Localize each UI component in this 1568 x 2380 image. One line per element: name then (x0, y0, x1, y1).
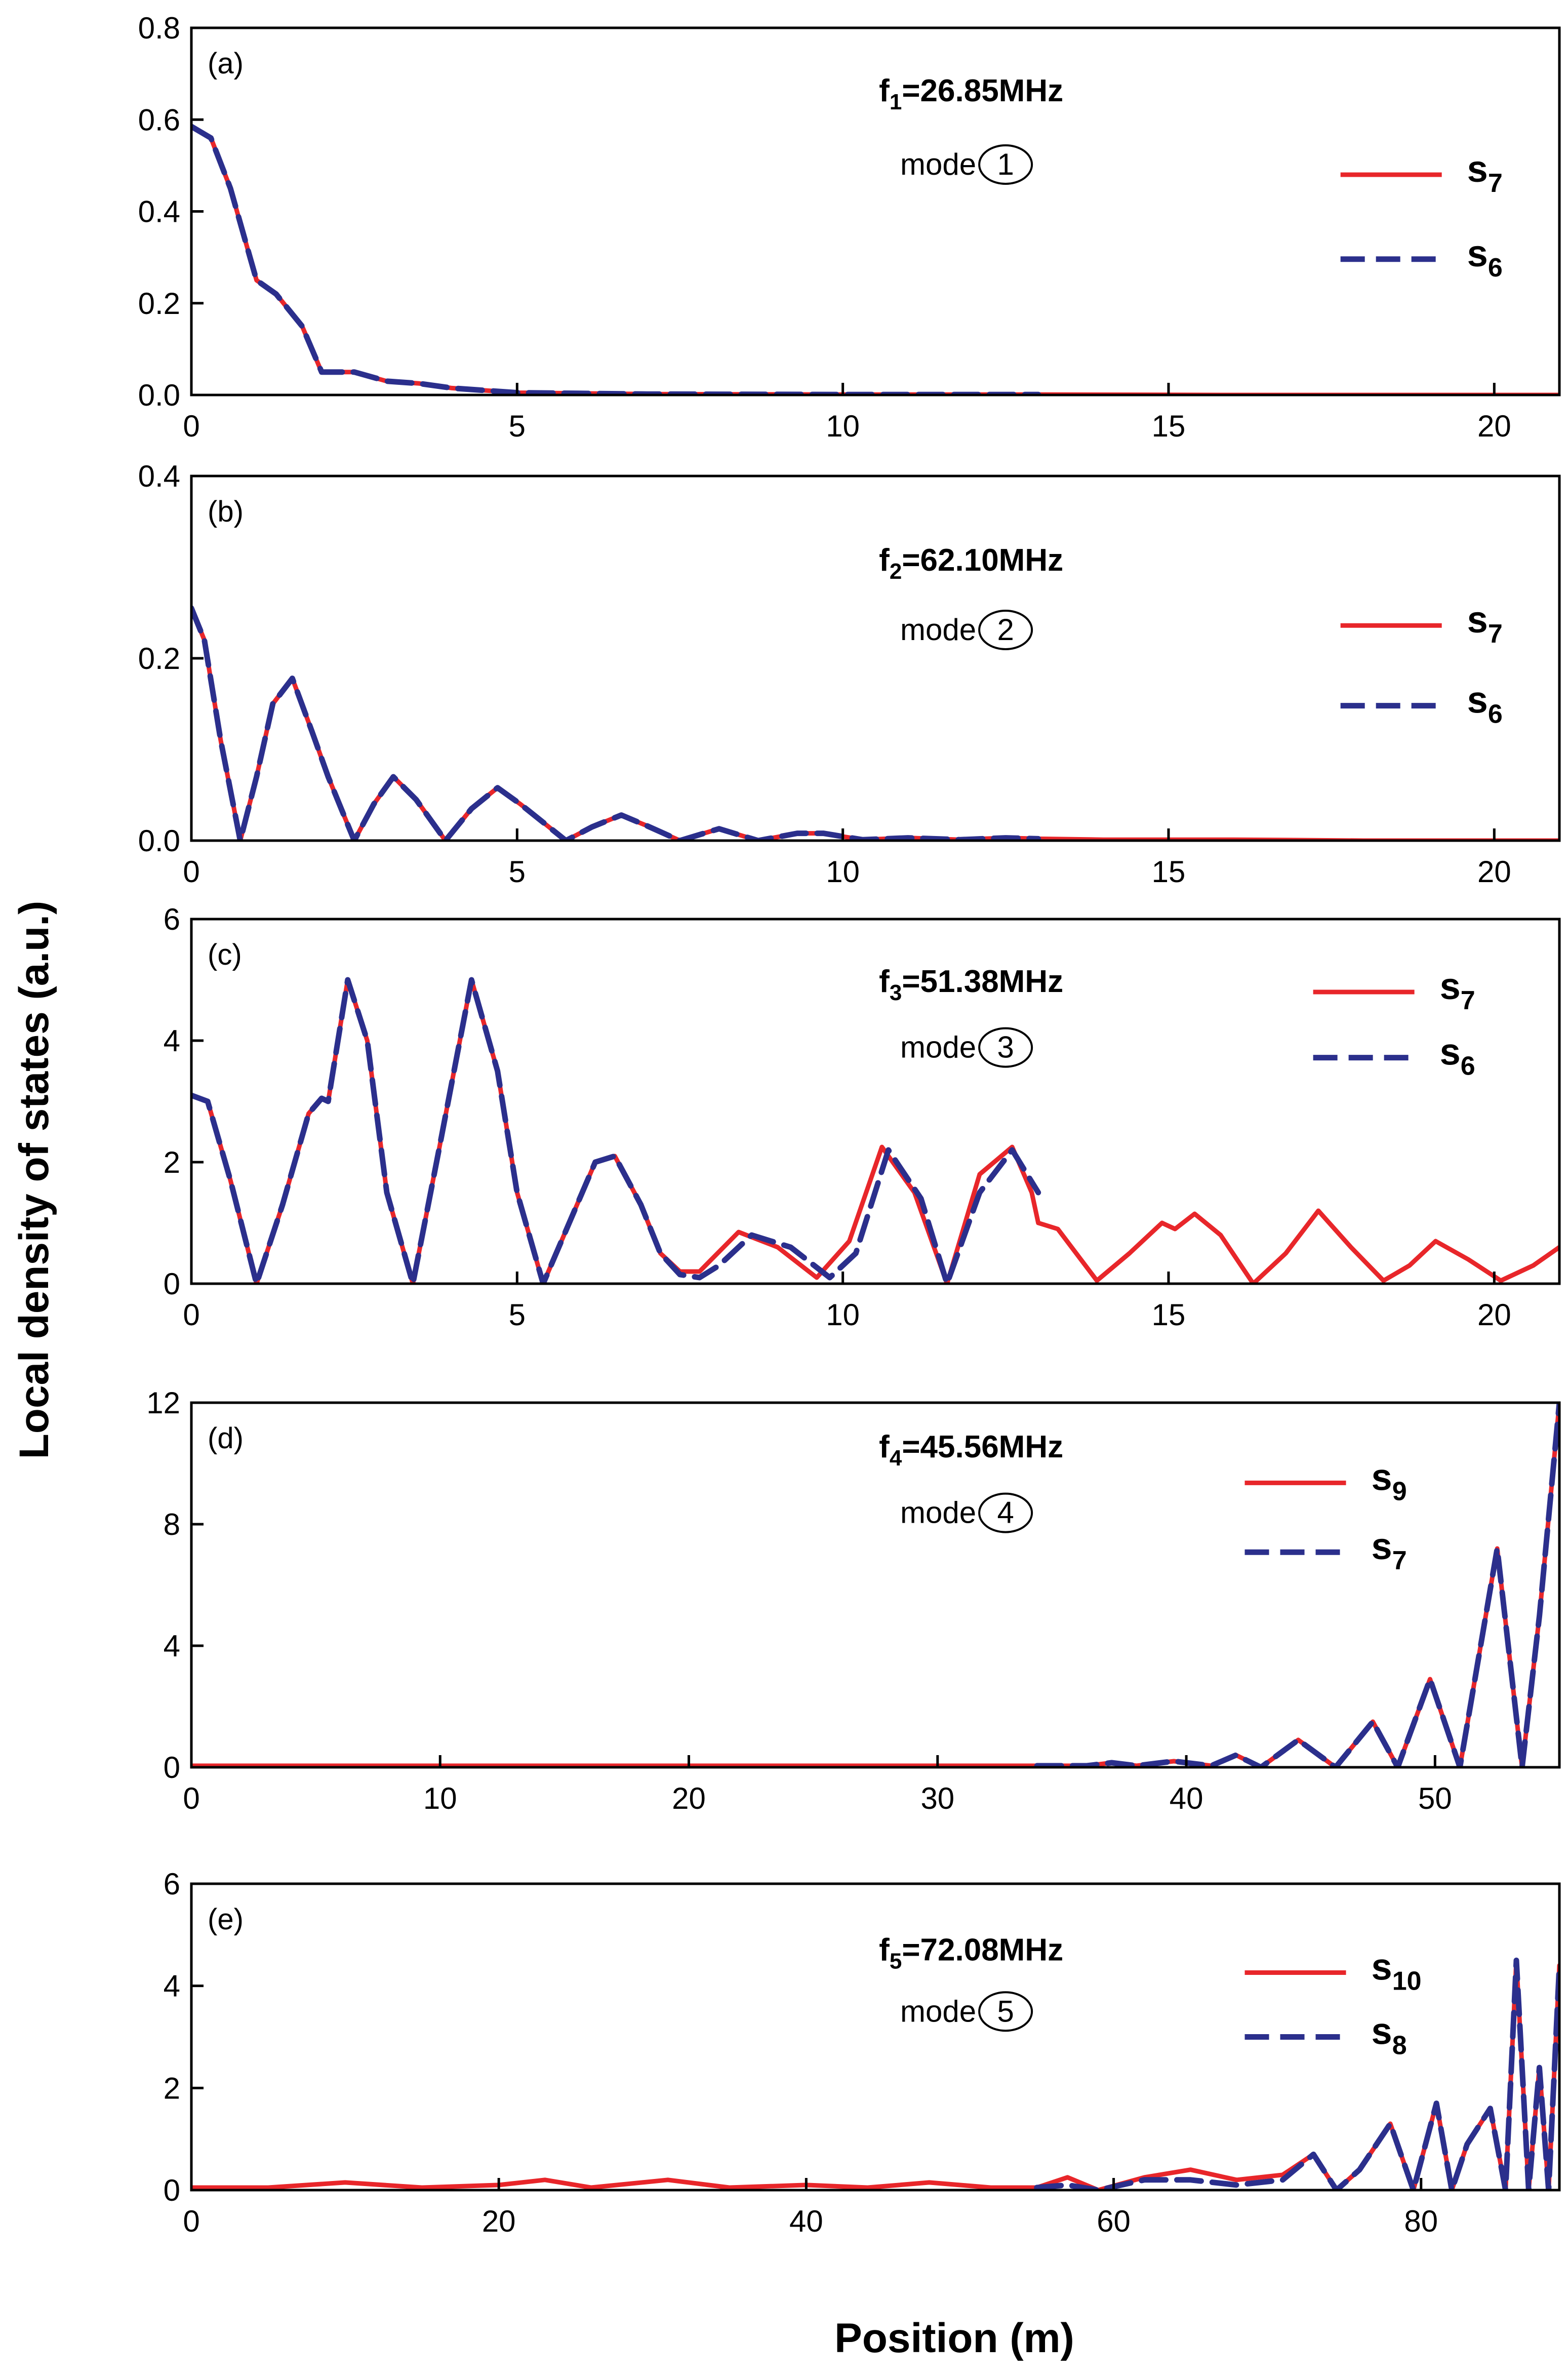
y-tick-label: 0.4 (138, 459, 180, 493)
y-tick-label: 0.2 (138, 642, 180, 676)
mode-circle (978, 610, 1033, 650)
legend-label-s7: s7 (1467, 148, 1503, 198)
x-tick-label: 0 (183, 1298, 199, 1332)
x-tick-label: 20 (672, 1781, 706, 1815)
panel-label: (d) (208, 1422, 244, 1455)
series-line-s6 (191, 124, 1041, 395)
mode-number: 5 (997, 1994, 1014, 2028)
legend-label-s7: s7 (1372, 1525, 1407, 1575)
y-tick-label: 0.6 (138, 103, 180, 137)
x-tick-label: 10 (826, 409, 860, 443)
y-tick-label: 0.8 (138, 11, 180, 45)
x-tick-label: 15 (1152, 1298, 1186, 1332)
x-tick-label: 40 (789, 2204, 823, 2238)
mode-circle (978, 1492, 1033, 1533)
y-tick-label: 2 (164, 1145, 180, 1179)
x-tick-label: 0 (183, 855, 199, 889)
x-tick-label: 0 (183, 409, 199, 443)
plot-frame (190, 918, 1561, 1285)
mode-number: 4 (997, 1496, 1014, 1530)
panel-label: (b) (208, 495, 244, 528)
x-tick-label: 10 (423, 1781, 457, 1815)
frequency-label: f4=45.56MHz (879, 1430, 1063, 1471)
mode-circle (978, 1991, 1033, 2032)
mode-number: 1 (997, 147, 1014, 181)
y-tick-label: 6 (164, 1867, 180, 1901)
y-tick-label: 0 (164, 2173, 180, 2207)
frequency-label: f1=26.85MHz (879, 73, 1063, 114)
panel-e: 0 20 40 60 80 0 2 4 6 (e) f5=72.08MHz mode 5 s10 s8 (164, 1867, 1561, 2238)
mode-label: mode (900, 1496, 976, 1530)
panel-label: (a) (208, 47, 244, 80)
panel-c: 0 5 10 15 20 0 2 4 6 (c) f3=51.38MHz mode 3 s7 s6 (164, 902, 1561, 1332)
series-line-s8 (1034, 1957, 1559, 2190)
y-tick-label: 0.2 (138, 287, 180, 321)
y-tick-label: 0 (164, 1267, 180, 1301)
y-tick-label: 12 (146, 1386, 180, 1420)
x-tick-label: 15 (1152, 855, 1186, 889)
y-tick-label: 0 (164, 1751, 180, 1784)
plot-frame (190, 1401, 1561, 1769)
series-line-s6 (191, 605, 1041, 841)
panel-label: (e) (208, 1903, 244, 1936)
y-tick-label: 4 (164, 1024, 180, 1058)
mode-circle (978, 144, 1033, 185)
x-tick-label: 0 (183, 1781, 199, 1815)
x-tick-label: 0 (183, 2204, 199, 2238)
x-tick-label: 50 (1418, 1781, 1452, 1815)
mode-number: 2 (997, 613, 1014, 647)
y-tick-label: 0.0 (138, 378, 180, 412)
mode-circle (978, 1027, 1033, 1068)
legend-label-s8: s8 (1372, 2010, 1407, 2060)
x-tick-label: 5 (509, 855, 526, 889)
x-axis-title: Position (m) (834, 2315, 1074, 2361)
y-tick-label: 2 (164, 2071, 180, 2105)
series-line-s6 (191, 977, 1041, 1284)
x-tick-label: 20 (1477, 1298, 1511, 1332)
mode-number: 3 (997, 1030, 1014, 1064)
frequency-label: f3=51.38MHz (879, 964, 1063, 1005)
y-tick-label: 4 (164, 1629, 180, 1663)
legend-label-s6: s6 (1467, 232, 1503, 283)
y-tick-label: 0.0 (138, 824, 180, 858)
legend-label-s6: s6 (1467, 679, 1503, 729)
series-line-s7 (1034, 1403, 1559, 1767)
legend-label-s7: s7 (1467, 599, 1503, 649)
mode-label: mode (900, 613, 976, 647)
panel-d: 0 10 20 30 40 50 0 4 8 12 (d) f4=45.56MHz mode 4 s9 s7 (146, 1386, 1561, 1815)
x-tick-label: 5 (509, 409, 526, 443)
y-tick-label: 4 (164, 1969, 180, 2003)
x-tick-label: 60 (1097, 2204, 1131, 2238)
x-tick-label: 15 (1152, 409, 1186, 443)
mode-label: mode (900, 1030, 976, 1064)
x-tick-label: 20 (482, 2204, 516, 2238)
frequency-label: f2=62.10MHz (879, 543, 1063, 584)
panels: 0 5 10 15 200.00.20.40.60.8(a)f1=26.85MHzmod… (138, 11, 1561, 2238)
legend-label-s9: s9 (1372, 1456, 1407, 1506)
x-tick-label: 30 (920, 1781, 954, 1815)
y-axis-title: Local density of states (a.u.) (11, 901, 57, 1459)
x-tick-label: 20 (1477, 409, 1511, 443)
x-tick-label: 20 (1477, 855, 1511, 889)
x-tick-label: 5 (509, 1298, 526, 1332)
y-tick-label: 0.4 (138, 195, 180, 229)
y-tick-label: 6 (164, 902, 180, 936)
x-tick-label: 10 (826, 855, 860, 889)
x-tick-label: 10 (826, 1298, 860, 1332)
legend-label-s10: s10 (1372, 1946, 1422, 1996)
frequency-label: f5=72.08MHz (879, 1932, 1063, 1973)
panel-b: 0 5 10 15 20 0.0 0.2 0.4 (b) f2=62.10MHz mode 2 s7 s6 (138, 459, 1561, 889)
panel-label: (c) (208, 938, 242, 971)
x-tick-label: 80 (1404, 2204, 1438, 2238)
legend-label-s6: s6 (1440, 1031, 1475, 1081)
plot-frame (190, 1882, 1561, 2192)
x-tick-label: 40 (1170, 1781, 1203, 1815)
legend-label-s7: s7 (1440, 965, 1475, 1015)
y-tick-label: 8 (164, 1508, 180, 1541)
panel-a: 0 5 10 15 20 0.0 0.2 0.4 0.6 0.8 (a) f1=26.85MHz mod… (138, 11, 1561, 443)
mode-label: mode (900, 1994, 976, 2028)
mode-label: mode (900, 147, 976, 181)
